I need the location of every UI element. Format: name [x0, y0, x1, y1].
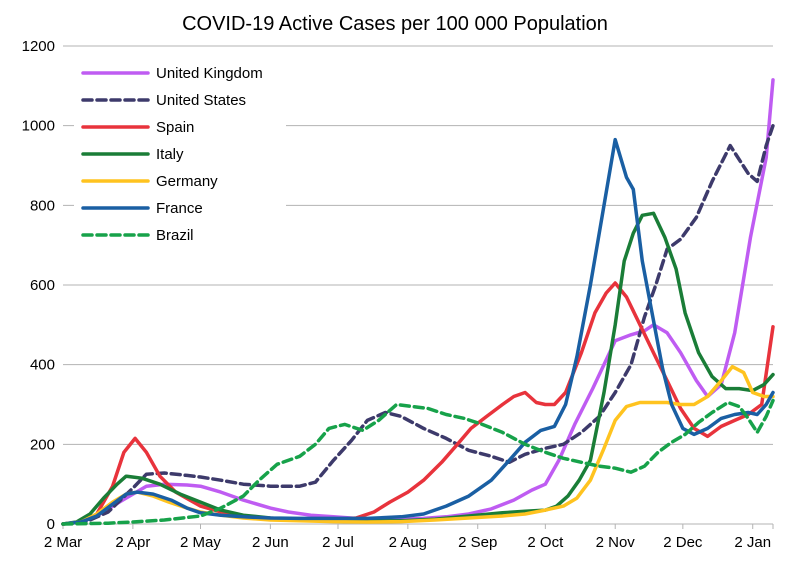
x-tick-label: 2 May — [180, 534, 221, 551]
series-line-italy — [61, 211, 775, 526]
x-tick-label: 2 Apr — [115, 534, 150, 551]
x-tick-label: 2 Jul — [322, 534, 354, 551]
legend-label: United Kingdom — [156, 65, 263, 82]
x-tick-label: 2 Aug — [389, 534, 427, 551]
series-line-spain — [61, 281, 775, 526]
legend-label: United States — [156, 92, 246, 109]
x-tick-label: 2 Jan — [734, 534, 771, 551]
legend-label: Germany — [156, 173, 218, 190]
x-axis-ticks: 2 Mar 2 Apr 2 May 2 Jun 2 Jul 2 Aug 2 Sep 2 Oct… — [44, 524, 774, 551]
y-tick-label: 1000 — [22, 118, 55, 135]
y-tick-label: 0 — [47, 516, 55, 533]
y-tick-label: 1200 — [22, 38, 55, 55]
series-line-france — [61, 137, 775, 526]
series-line-brazil — [61, 398, 775, 526]
x-tick-label: 2 Mar — [44, 534, 82, 551]
legend-label: Spain — [156, 119, 194, 136]
y-axis-ticks: 0 200 400 600 800 1000 1200 — [22, 38, 55, 533]
series-lines — [61, 78, 775, 526]
x-tick-label: 2 Oct — [527, 534, 564, 551]
y-tick-label: 400 — [30, 357, 55, 374]
x-tick-label: 2 Jun — [252, 534, 289, 551]
y-tick-label: 600 — [30, 277, 55, 294]
series-line-germany — [61, 364, 775, 526]
x-tick-label: 2 Nov — [596, 534, 636, 551]
y-tick-label: 800 — [30, 197, 55, 214]
legend-label: France — [156, 200, 203, 217]
x-tick-label: 2 Dec — [663, 534, 703, 551]
series-line-united-kingdom — [61, 78, 775, 526]
series-line-united-states — [61, 123, 775, 526]
y-tick-label: 200 — [30, 436, 55, 453]
legend: United Kingdom United States Spain Italy Ger… — [74, 56, 286, 252]
legend-label: Italy — [156, 146, 184, 163]
legend-label: Brazil — [156, 227, 194, 244]
x-tick-label: 2 Sep — [458, 534, 497, 551]
chart-title: COVID-19 Active Cases per 100 000 Popula… — [182, 13, 608, 35]
